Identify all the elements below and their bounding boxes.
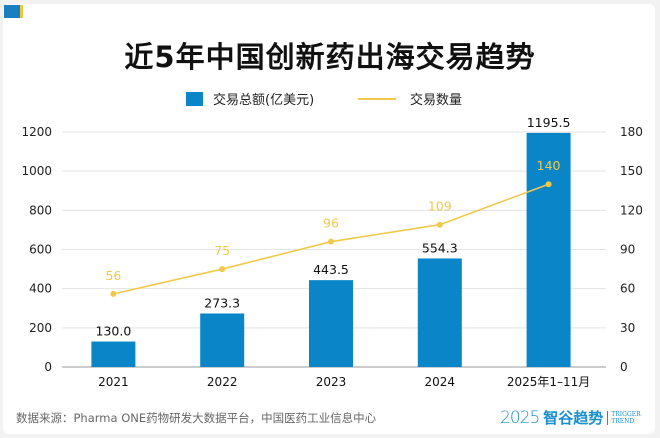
x-tick-label: 2021 xyxy=(98,375,129,389)
y-left-tick-label: 0 xyxy=(44,360,52,374)
source-note: 数据来源：Pharma ONE药物研发大数据平台，中国医药工业信息中心 xyxy=(16,411,377,425)
y-right-tick-label: 90 xyxy=(620,243,635,257)
legend-label-line: 交易数量 xyxy=(410,93,463,108)
bar-value-label: 130.0 xyxy=(96,324,132,339)
legend-swatch-line xyxy=(358,97,396,100)
y-right-tick-label: 30 xyxy=(620,321,635,335)
line-value-label: 96 xyxy=(323,216,339,231)
logo-en: TRIGGER TREND xyxy=(607,410,641,425)
corner-accent xyxy=(4,5,23,18)
legend-item-bar: 交易总额(亿美元) xyxy=(186,89,314,108)
y-left-tick-label: 1200 xyxy=(21,125,52,139)
y-left-tick-label: 400 xyxy=(29,282,52,296)
y-right-tick-label: 60 xyxy=(620,282,635,296)
line-point xyxy=(219,266,226,273)
logo-cn: 智谷趋势 xyxy=(543,409,604,427)
bar xyxy=(309,280,353,367)
bar-value-label: 1195.5 xyxy=(527,115,571,130)
bar-value-label: 554.3 xyxy=(422,240,458,255)
bar-value-label: 273.3 xyxy=(204,295,240,310)
x-tick-label: 2023 xyxy=(316,375,347,389)
brand-logo: 2025 智谷趋势 TRIGGER TREND xyxy=(500,407,641,428)
line-point xyxy=(545,181,552,188)
bar xyxy=(526,132,571,367)
x-tick-label: 2022 xyxy=(207,375,238,389)
legend-item-line: 交易数量 xyxy=(358,89,462,108)
logo-en-1: TRIGGER xyxy=(611,410,641,418)
legend-swatch-bar xyxy=(186,91,203,106)
line-value-label: 75 xyxy=(214,243,230,258)
y-right-tick-label: 120 xyxy=(620,203,643,217)
line-point xyxy=(436,221,443,228)
line-value-label: 140 xyxy=(537,158,561,173)
y-right-tick-label: 0 xyxy=(620,360,628,374)
y-left-tick-label: 800 xyxy=(29,203,52,217)
legend-label-bar: 交易总额(亿美元) xyxy=(213,93,315,108)
line-point xyxy=(110,290,117,297)
bar-value-label: 443.5 xyxy=(313,262,349,277)
logo-en-2: TREND xyxy=(611,417,635,425)
bar xyxy=(417,258,462,367)
bar xyxy=(200,313,245,367)
y-left-tick-label: 1000 xyxy=(21,164,52,178)
bar xyxy=(91,341,136,367)
y-right-tick-label: 180 xyxy=(620,125,643,139)
x-tick-label: 2024 xyxy=(425,375,456,389)
line-value-label: 56 xyxy=(105,268,121,283)
logo-year: 2025 xyxy=(500,407,540,428)
line-point xyxy=(328,238,334,245)
y-right-tick-label: 150 xyxy=(620,164,643,178)
line-value-label: 109 xyxy=(428,199,452,214)
x-tick-label: 2025年1–11月 xyxy=(507,375,590,389)
chart-title: 近5年中国创新药出海交易趋势 xyxy=(124,40,536,74)
y-left-tick-label: 200 xyxy=(29,321,52,335)
y-left-tick-label: 600 xyxy=(29,243,52,257)
